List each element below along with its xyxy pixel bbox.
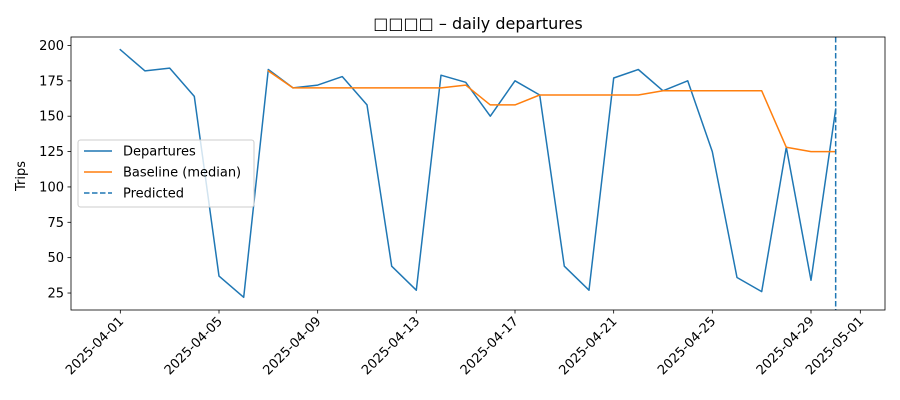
y-tick-label: 25 xyxy=(47,287,64,302)
x-tick-label: 2025-04-09 xyxy=(260,314,324,378)
axes: 25 50 75 100 125 150 175 200 2025-04-01 2025-04-0… xyxy=(39,36,886,378)
y-tick-label: 175 xyxy=(39,74,64,89)
y-tick-label: 75 xyxy=(47,216,64,231)
x-tick-label: 2025-04-21 xyxy=(556,314,620,378)
x-tick-label: 2025-04-01 xyxy=(63,314,127,378)
legend: Departures Baseline (median) Predicted xyxy=(77,139,255,208)
x-tick-label: 2025-04-05 xyxy=(162,314,226,378)
y-tick-label: 125 xyxy=(39,145,64,160)
series-line-0 xyxy=(119,48,837,299)
legend-label-0: Departures xyxy=(123,145,196,160)
y-tick-label: 100 xyxy=(39,180,64,195)
chart-title: □□□□ – daily departures xyxy=(373,14,582,33)
x-tick-label: 2025-04-25 xyxy=(655,314,719,378)
plot-area xyxy=(119,37,837,310)
y-tick-label: 50 xyxy=(47,251,64,266)
x-tick-label: 2025-04-13 xyxy=(359,314,423,378)
y-tick-label: 150 xyxy=(39,110,64,125)
y-axis-label: Trips xyxy=(14,161,29,192)
legend-box xyxy=(77,139,255,208)
legend-label-1: Baseline (median) xyxy=(123,166,241,181)
series-line-1 xyxy=(267,69,837,153)
legend-label-2: Predicted xyxy=(123,187,184,202)
y-tick-label: 200 xyxy=(39,39,64,54)
x-tick-label: 2025-04-17 xyxy=(458,314,522,378)
axes-frame xyxy=(70,36,886,311)
